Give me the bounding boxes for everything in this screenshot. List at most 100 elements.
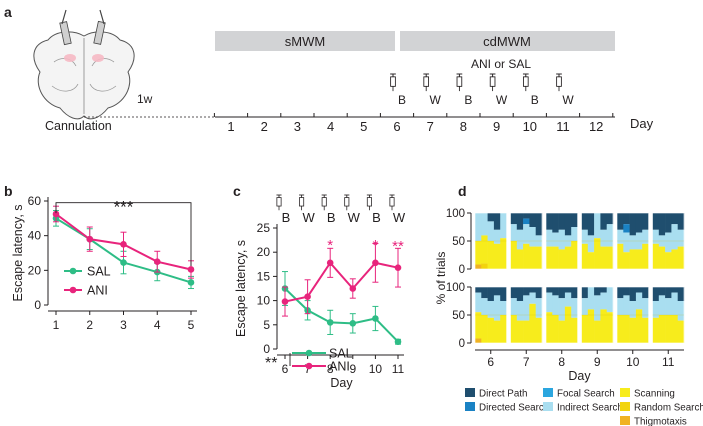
- syringe-barrel: [556, 76, 562, 87]
- data-point-sal: [187, 279, 195, 286]
- syringe-icon: [276, 194, 282, 211]
- syringe-barrel: [276, 197, 282, 207]
- strategy-bar-segment: [652, 301, 660, 318]
- strategy-bar-segment: [642, 229, 649, 244]
- strategy-bar-segment: [516, 249, 524, 269]
- strategy-bar-segment: [493, 320, 501, 343]
- strategy-bar-segment: [523, 320, 530, 343]
- injection-label: W: [562, 93, 574, 107]
- panel-d-letter: d: [458, 183, 467, 199]
- legend-swatch: [620, 402, 630, 411]
- x-tick-label: 8: [327, 362, 334, 376]
- strategy-bar-segment: [571, 227, 578, 241]
- injection-label: W: [496, 93, 508, 107]
- interaction-stars: **: [265, 355, 277, 372]
- strategy-bar-segment: [665, 315, 672, 343]
- timeline-days: 1 2 3 4 5 6 7 8 9 10 11 12: [213, 113, 614, 134]
- syringe-barrel: [390, 76, 396, 87]
- strategy-bar-segment: [516, 287, 524, 301]
- strategy-bar-segment: [629, 213, 637, 236]
- strategy-bar-segment: [493, 243, 501, 269]
- strategy-bar-segment: [564, 287, 572, 293]
- strategy-bar-segment: [546, 312, 553, 343]
- chart-d: 0 50 100 0 50 100 6 7 8 9 10 11 Day % of trials: [434, 208, 685, 383]
- panel-c-letter: c: [233, 183, 241, 199]
- strategy-bar-segment: [606, 224, 614, 247]
- series-line-ani: [284, 261, 399, 303]
- syringe-icon: [321, 194, 327, 211]
- strategy-bar-segment: [600, 309, 607, 343]
- day-axis-label: Day: [630, 116, 654, 131]
- strategy-bar-segment: [671, 315, 678, 343]
- syringe-icon: [299, 194, 305, 211]
- strategy-bar-segment: [523, 213, 530, 219]
- cdmwm-label: cdMWM: [483, 34, 531, 49]
- strategy-bar-segment: [623, 232, 630, 253]
- strategy-bar-segment: [600, 292, 607, 310]
- timeline-day-label: 4: [327, 119, 334, 134]
- strategy-bar-segment: [629, 235, 637, 250]
- strategy-bar-segment: [617, 315, 624, 343]
- timeline-day-label: 11: [556, 119, 570, 134]
- strategy-bar-segment: [635, 309, 643, 343]
- x-tick-label: 6: [282, 362, 289, 376]
- strategy-bar-segment: [665, 287, 672, 299]
- syringe-icon: [366, 194, 372, 211]
- strategy-bar-segment: [635, 287, 643, 293]
- syringe-icon: [390, 73, 396, 92]
- strategy-bar-segment: [552, 213, 559, 233]
- strategy-bar-segment: [571, 241, 578, 269]
- data-point-ani: [281, 298, 289, 305]
- x-tick-label: 9: [349, 362, 356, 376]
- strategy-bar-segment: [652, 287, 660, 301]
- strategy-bar-segment: [510, 287, 518, 299]
- x-axis-label: Day: [330, 376, 353, 390]
- injection-label: B: [464, 93, 472, 107]
- strategy-bar-segment: [581, 315, 589, 343]
- timeline-day-label: 5: [360, 119, 367, 134]
- significance-bracket: [55, 202, 192, 266]
- strategy-bar-segment: [546, 246, 553, 269]
- strategy-bar-segment: [581, 229, 589, 244]
- x-tick-label: 4: [154, 318, 161, 332]
- y-tick-label: 20: [257, 245, 271, 259]
- strategy-bar-segment: [642, 243, 649, 269]
- timeline-day-label: 8: [460, 119, 467, 134]
- strategy-bar-segment: [677, 229, 685, 247]
- ani-sal-label: ANI or SAL: [471, 57, 531, 71]
- legend-label: Indirect Search: [557, 403, 623, 414]
- legend-label-sal: SAL: [329, 347, 353, 361]
- strategy-bar-segment: [658, 287, 666, 296]
- strategy-bar-segment: [535, 246, 543, 269]
- smwm-label: sMWM: [285, 34, 325, 49]
- strategy-bar-segment: [523, 218, 530, 225]
- strategy-bar-segment: [487, 301, 495, 318]
- strategy-bar-segment: [558, 298, 566, 321]
- strategy-bar-segment: [617, 287, 624, 299]
- y-tick-label: 0: [459, 338, 465, 350]
- strategy-bar-segment: [487, 213, 495, 222]
- data-point-ani: [326, 259, 334, 267]
- data-point-ani: [349, 285, 357, 292]
- strategy-bar-segment: [487, 221, 495, 241]
- injection-label: B: [372, 210, 381, 225]
- strategy-bar-segment: [510, 213, 518, 225]
- strategy-bar-segment: [606, 213, 614, 225]
- strategy-bar-segment: [523, 295, 530, 321]
- strategy-bar-segment: [500, 238, 507, 269]
- strategy-bar-segment: [475, 264, 482, 269]
- strategy-bar-segment: [587, 213, 595, 236]
- strategy-bar-segment: [552, 315, 559, 343]
- y-tick-label: 40: [28, 229, 42, 243]
- strategy-bar-segment: [481, 287, 488, 299]
- strategy-bar-segment: [629, 317, 637, 343]
- strategy-bar-segment: [671, 292, 678, 315]
- strategy-bar-segment: [475, 292, 482, 313]
- strategy-bar-segment: [475, 312, 482, 339]
- strategy-bar-segment: [558, 229, 566, 250]
- strategy-bar-segment: [558, 287, 566, 299]
- strategy-bar-segment: [564, 292, 572, 307]
- x-tick-label: 9: [594, 355, 601, 369]
- y-tick-label: 15: [257, 269, 271, 283]
